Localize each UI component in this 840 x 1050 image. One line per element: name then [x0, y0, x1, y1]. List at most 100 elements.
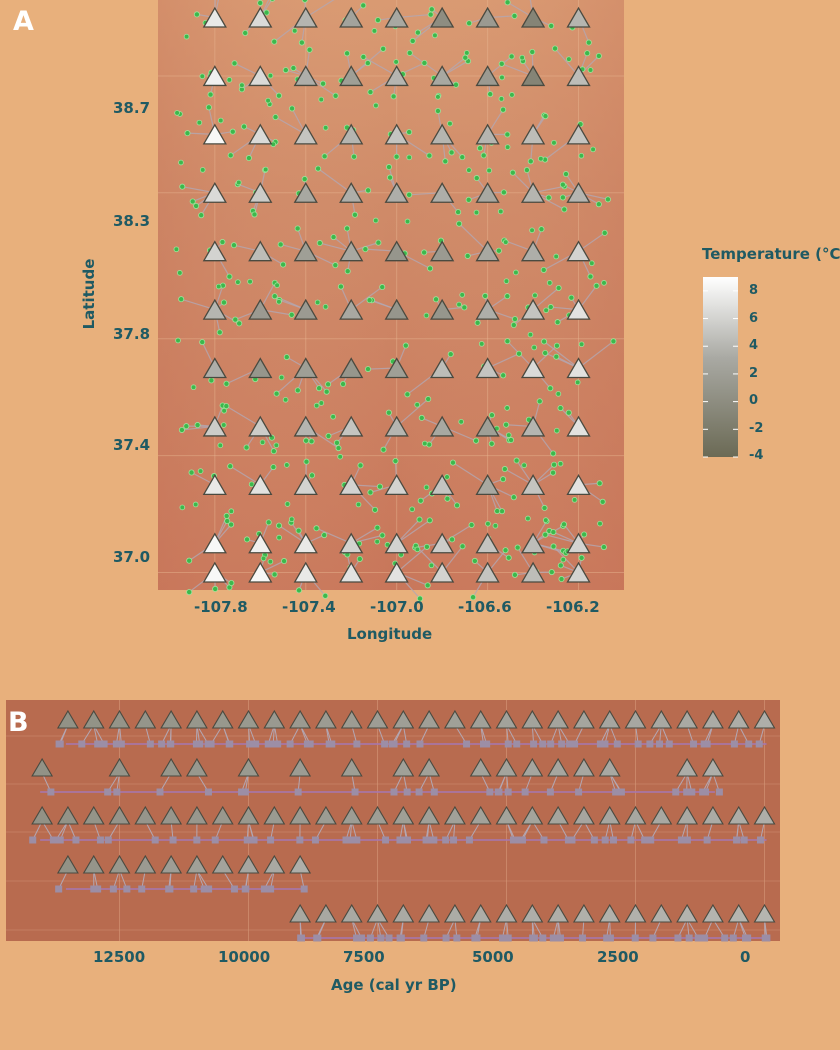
sample-square [385, 934, 393, 942]
time-slice-marker [56, 709, 79, 729]
site-point [442, 158, 449, 165]
grid-cell-marker [248, 474, 273, 496]
site-point [373, 102, 379, 109]
time-slice-marker [392, 805, 415, 825]
legend-label: 0 [749, 393, 759, 408]
site-point [360, 53, 367, 60]
site-point [554, 427, 560, 434]
grid-cell-marker [566, 357, 591, 379]
site-point [367, 489, 374, 496]
site-point [503, 421, 510, 428]
site-point [466, 167, 472, 173]
sample-square [169, 836, 177, 844]
site-point [385, 409, 392, 416]
time-slice-marker [289, 805, 312, 825]
site-point [504, 338, 511, 345]
site-point [511, 316, 518, 323]
site-point [501, 466, 508, 473]
time-slice-marker [676, 805, 699, 825]
site-point [190, 384, 197, 391]
site-point [508, 53, 515, 60]
site-connector [441, 524, 472, 544]
site-point [414, 401, 420, 408]
site-point [551, 461, 558, 468]
site-point [473, 437, 480, 444]
grid-cell-marker [339, 357, 364, 379]
site-point [505, 432, 512, 438]
grid-cell-marker [248, 123, 273, 145]
site-point [393, 153, 400, 160]
sample-square [313, 934, 321, 942]
site-point [473, 209, 480, 216]
site-point [581, 531, 588, 538]
grid-cell-marker [566, 65, 591, 87]
grid-cell-marker [520, 6, 546, 28]
time-slice-marker [289, 709, 312, 729]
site-point [263, 9, 270, 16]
site-point [529, 48, 536, 55]
grid-cell-marker [202, 298, 227, 320]
time-slice-marker [676, 709, 699, 729]
site-point [390, 93, 397, 100]
time-slice-marker [727, 805, 750, 825]
site-point [550, 469, 557, 476]
site-point [372, 506, 379, 513]
time-slice-marker [443, 903, 466, 923]
grid-cell-marker [430, 415, 455, 437]
grid-cell-marker [430, 181, 455, 203]
sample-square [328, 740, 336, 748]
time-slice-marker [366, 903, 389, 923]
sample-square [463, 740, 471, 748]
grid-cell-marker [293, 561, 318, 583]
site-point [513, 269, 519, 276]
site-point [242, 29, 249, 36]
site-point [193, 202, 200, 209]
site-point [290, 65, 297, 72]
site-point [228, 521, 235, 528]
time-slice-marker [727, 903, 750, 923]
site-point [558, 576, 565, 583]
site-point [243, 444, 250, 451]
sample-square [311, 836, 319, 844]
site-point [295, 527, 302, 534]
sample-square [442, 836, 450, 844]
sample-square [683, 836, 691, 844]
site-point [355, 501, 362, 508]
site-point [538, 155, 544, 162]
site-point [208, 377, 215, 384]
grid-cell-marker [339, 181, 364, 203]
site-point [499, 74, 505, 81]
x-tick-a: -106.6 [458, 598, 512, 616]
sample-square [473, 934, 481, 942]
sample-square [554, 934, 562, 942]
legend-label: -2 [749, 421, 764, 436]
grid-cell-marker [475, 532, 500, 554]
site-point [173, 246, 180, 253]
site-point [500, 106, 507, 113]
site-point [313, 525, 320, 532]
site-point [409, 506, 415, 513]
site-point [555, 284, 562, 291]
grid-cell-marker [293, 123, 318, 145]
grid-cell-marker [384, 298, 409, 320]
site-point [587, 67, 594, 73]
sample-square [193, 836, 201, 844]
sample-square [158, 740, 166, 748]
sample-square [649, 934, 657, 942]
sample-square [646, 740, 654, 748]
sample-square [733, 836, 741, 844]
sample-square [346, 836, 354, 844]
site-point [527, 331, 534, 338]
site-point [595, 201, 602, 208]
time-slice-marker [547, 903, 570, 923]
site-point [372, 217, 379, 224]
sample-square [703, 740, 711, 748]
site-point [380, 45, 387, 52]
site-point [277, 241, 284, 248]
sample-square [72, 836, 80, 844]
site-point [212, 585, 219, 592]
grid-cell-marker [248, 181, 273, 203]
sample-square [351, 788, 359, 796]
site-point [462, 54, 469, 61]
site-point [318, 96, 325, 103]
